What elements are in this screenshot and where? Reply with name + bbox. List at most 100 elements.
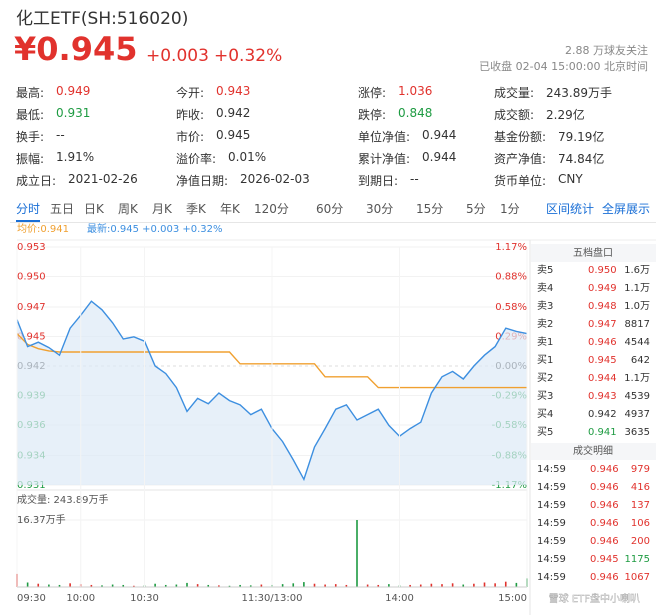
volume-bar xyxy=(207,584,210,587)
tab[interactable]: 30分 xyxy=(366,202,394,216)
order-label: 卖1 xyxy=(537,336,553,348)
tab[interactable]: 年K xyxy=(220,202,240,216)
stat-value: 1.91% xyxy=(56,150,95,164)
trade-price: 0.946 xyxy=(590,536,619,547)
trade-time: 14:59 xyxy=(537,500,566,511)
tab[interactable]: 季K xyxy=(186,202,206,216)
y2-tick-label: -1.17% xyxy=(492,480,527,491)
tab[interactable]: 月K xyxy=(152,202,172,216)
volume-bar xyxy=(260,584,263,587)
volume-bar xyxy=(473,583,475,587)
trade-price: 0.946 xyxy=(590,518,619,529)
tab[interactable]: 分时 xyxy=(16,200,41,222)
stat-label: 今开: xyxy=(176,86,205,100)
order-volume: 4937 xyxy=(625,409,650,420)
trades-title: 成交明细 xyxy=(573,444,613,457)
stat-label: 振幅: xyxy=(16,152,45,166)
y2-tick-label: 1.17% xyxy=(495,242,527,253)
tab-right[interactable]: 全屏展示 xyxy=(601,202,650,216)
order-price: 0.949 xyxy=(588,283,617,294)
volume-bar xyxy=(58,584,61,587)
tab[interactable]: 日K xyxy=(84,202,104,216)
stat-value: 0.931 xyxy=(56,106,91,120)
volume-bar xyxy=(101,585,103,587)
volume-bar xyxy=(313,583,316,587)
order-volume: 1.6万 xyxy=(624,265,650,276)
volume-bar xyxy=(249,585,252,587)
y2-tick-label: 0.88% xyxy=(495,271,527,282)
y-tick-label: 0.953 xyxy=(17,242,46,253)
price: ¥0.945 xyxy=(14,30,138,68)
order-volume: 8817 xyxy=(625,319,650,330)
volume-bar xyxy=(324,584,326,587)
tab[interactable]: 60分 xyxy=(316,202,344,216)
stat-value: -- xyxy=(56,128,65,142)
trade-price: 0.945 xyxy=(590,554,619,565)
volume-bar xyxy=(388,584,390,587)
volume-bar xyxy=(303,582,305,587)
stat-label: 成立日: xyxy=(16,174,57,188)
volume-bar xyxy=(409,584,411,587)
y-tick-label: 0.945 xyxy=(17,332,46,343)
tab-right[interactable]: 区间统计 xyxy=(545,202,594,216)
x-tick-label: 09:30 xyxy=(17,593,46,604)
tab[interactable]: 五日 xyxy=(50,202,75,216)
stat-label: 跌停: xyxy=(358,108,387,122)
order-price: 0.950 xyxy=(588,265,617,276)
trade-volume: 137 xyxy=(631,500,650,511)
stat-value: 0.944 xyxy=(422,150,457,164)
order-price: 0.941 xyxy=(588,427,617,438)
stat-value: 243.89万手 xyxy=(546,86,612,100)
legend-entry: 均价:0.941 xyxy=(17,223,69,235)
trade-price: 0.946 xyxy=(590,572,619,583)
volume-bar xyxy=(419,584,422,587)
trade-price: 0.946 xyxy=(590,464,619,475)
stat-value: 0.942 xyxy=(216,106,251,120)
trade-time: 14:59 xyxy=(537,482,566,493)
order-price: 0.943 xyxy=(588,391,617,402)
tab[interactable]: 15分 xyxy=(416,202,444,216)
volume-bar xyxy=(196,584,199,587)
trade-time: 14:59 xyxy=(537,464,566,475)
trade-price: 0.946 xyxy=(590,482,619,493)
stat-label: 成交额: xyxy=(494,108,535,122)
stat-label: 最高: xyxy=(16,86,45,100)
volume-bar xyxy=(441,584,443,587)
order-label: 买4 xyxy=(537,408,553,420)
tab[interactable]: 120分 xyxy=(254,202,289,216)
volume-bar xyxy=(164,584,167,587)
volume-bar xyxy=(122,584,125,587)
order-price: 0.942 xyxy=(588,409,617,420)
y-tick-label: 0.950 xyxy=(17,271,46,282)
volume-bar xyxy=(292,583,295,587)
trade-volume: 1067 xyxy=(625,572,650,583)
order-label: 买1 xyxy=(537,354,553,366)
volume-bar xyxy=(504,581,507,587)
stat-label: 累计净值: xyxy=(358,152,411,166)
panel-header-bg xyxy=(531,443,656,460)
stat-value: 0.848 xyxy=(398,106,433,120)
volume-bar xyxy=(430,583,433,587)
x-tick-label: 10:30 xyxy=(130,593,159,604)
order-label: 卖5 xyxy=(537,264,553,276)
tab[interactable]: 周K xyxy=(118,202,138,216)
volume-bar xyxy=(462,584,465,587)
y2-tick-label: 0.58% xyxy=(495,302,527,313)
x-tick-label: 11:30/13:00 xyxy=(241,593,302,604)
order-price: 0.947 xyxy=(588,319,617,330)
stat-label: 单位净值: xyxy=(358,130,411,144)
order-price: 0.948 xyxy=(588,301,617,312)
change-pct: +0.32% xyxy=(214,46,283,66)
tab[interactable]: 1分 xyxy=(500,202,520,216)
trade-volume: 979 xyxy=(631,464,650,475)
watermark: 雪球 ETF盘中小喇叭 xyxy=(549,592,640,605)
stat-label: 资产净值: xyxy=(494,152,547,166)
stat-label: 到期日: xyxy=(358,174,399,188)
stat-value: 2021-02-26 xyxy=(68,172,138,186)
tab[interactable]: 5分 xyxy=(466,202,486,216)
tab-bar: 分时 五日 日K 周K 月K 季K 年K 120分 60分 30分 15分 5分 1分 区间统计 全屏展示 xyxy=(10,196,656,223)
volume-bar xyxy=(111,584,114,587)
volume-bar xyxy=(515,582,518,587)
order-volume: 3635 xyxy=(625,427,650,438)
volume-bar xyxy=(334,584,337,587)
